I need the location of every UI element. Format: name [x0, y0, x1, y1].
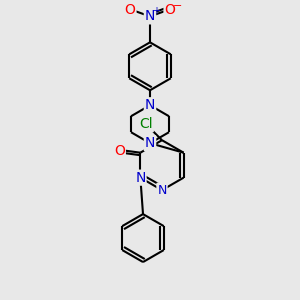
Text: O: O — [114, 144, 125, 158]
Text: −: − — [173, 2, 183, 11]
Text: N: N — [135, 171, 146, 185]
Text: N: N — [157, 184, 167, 196]
Text: +: + — [152, 6, 160, 16]
Text: N: N — [145, 136, 155, 150]
Text: Cl: Cl — [139, 117, 153, 131]
Text: O: O — [164, 3, 175, 17]
Text: O: O — [124, 3, 136, 17]
Text: N: N — [145, 98, 155, 112]
Text: N: N — [145, 9, 155, 23]
